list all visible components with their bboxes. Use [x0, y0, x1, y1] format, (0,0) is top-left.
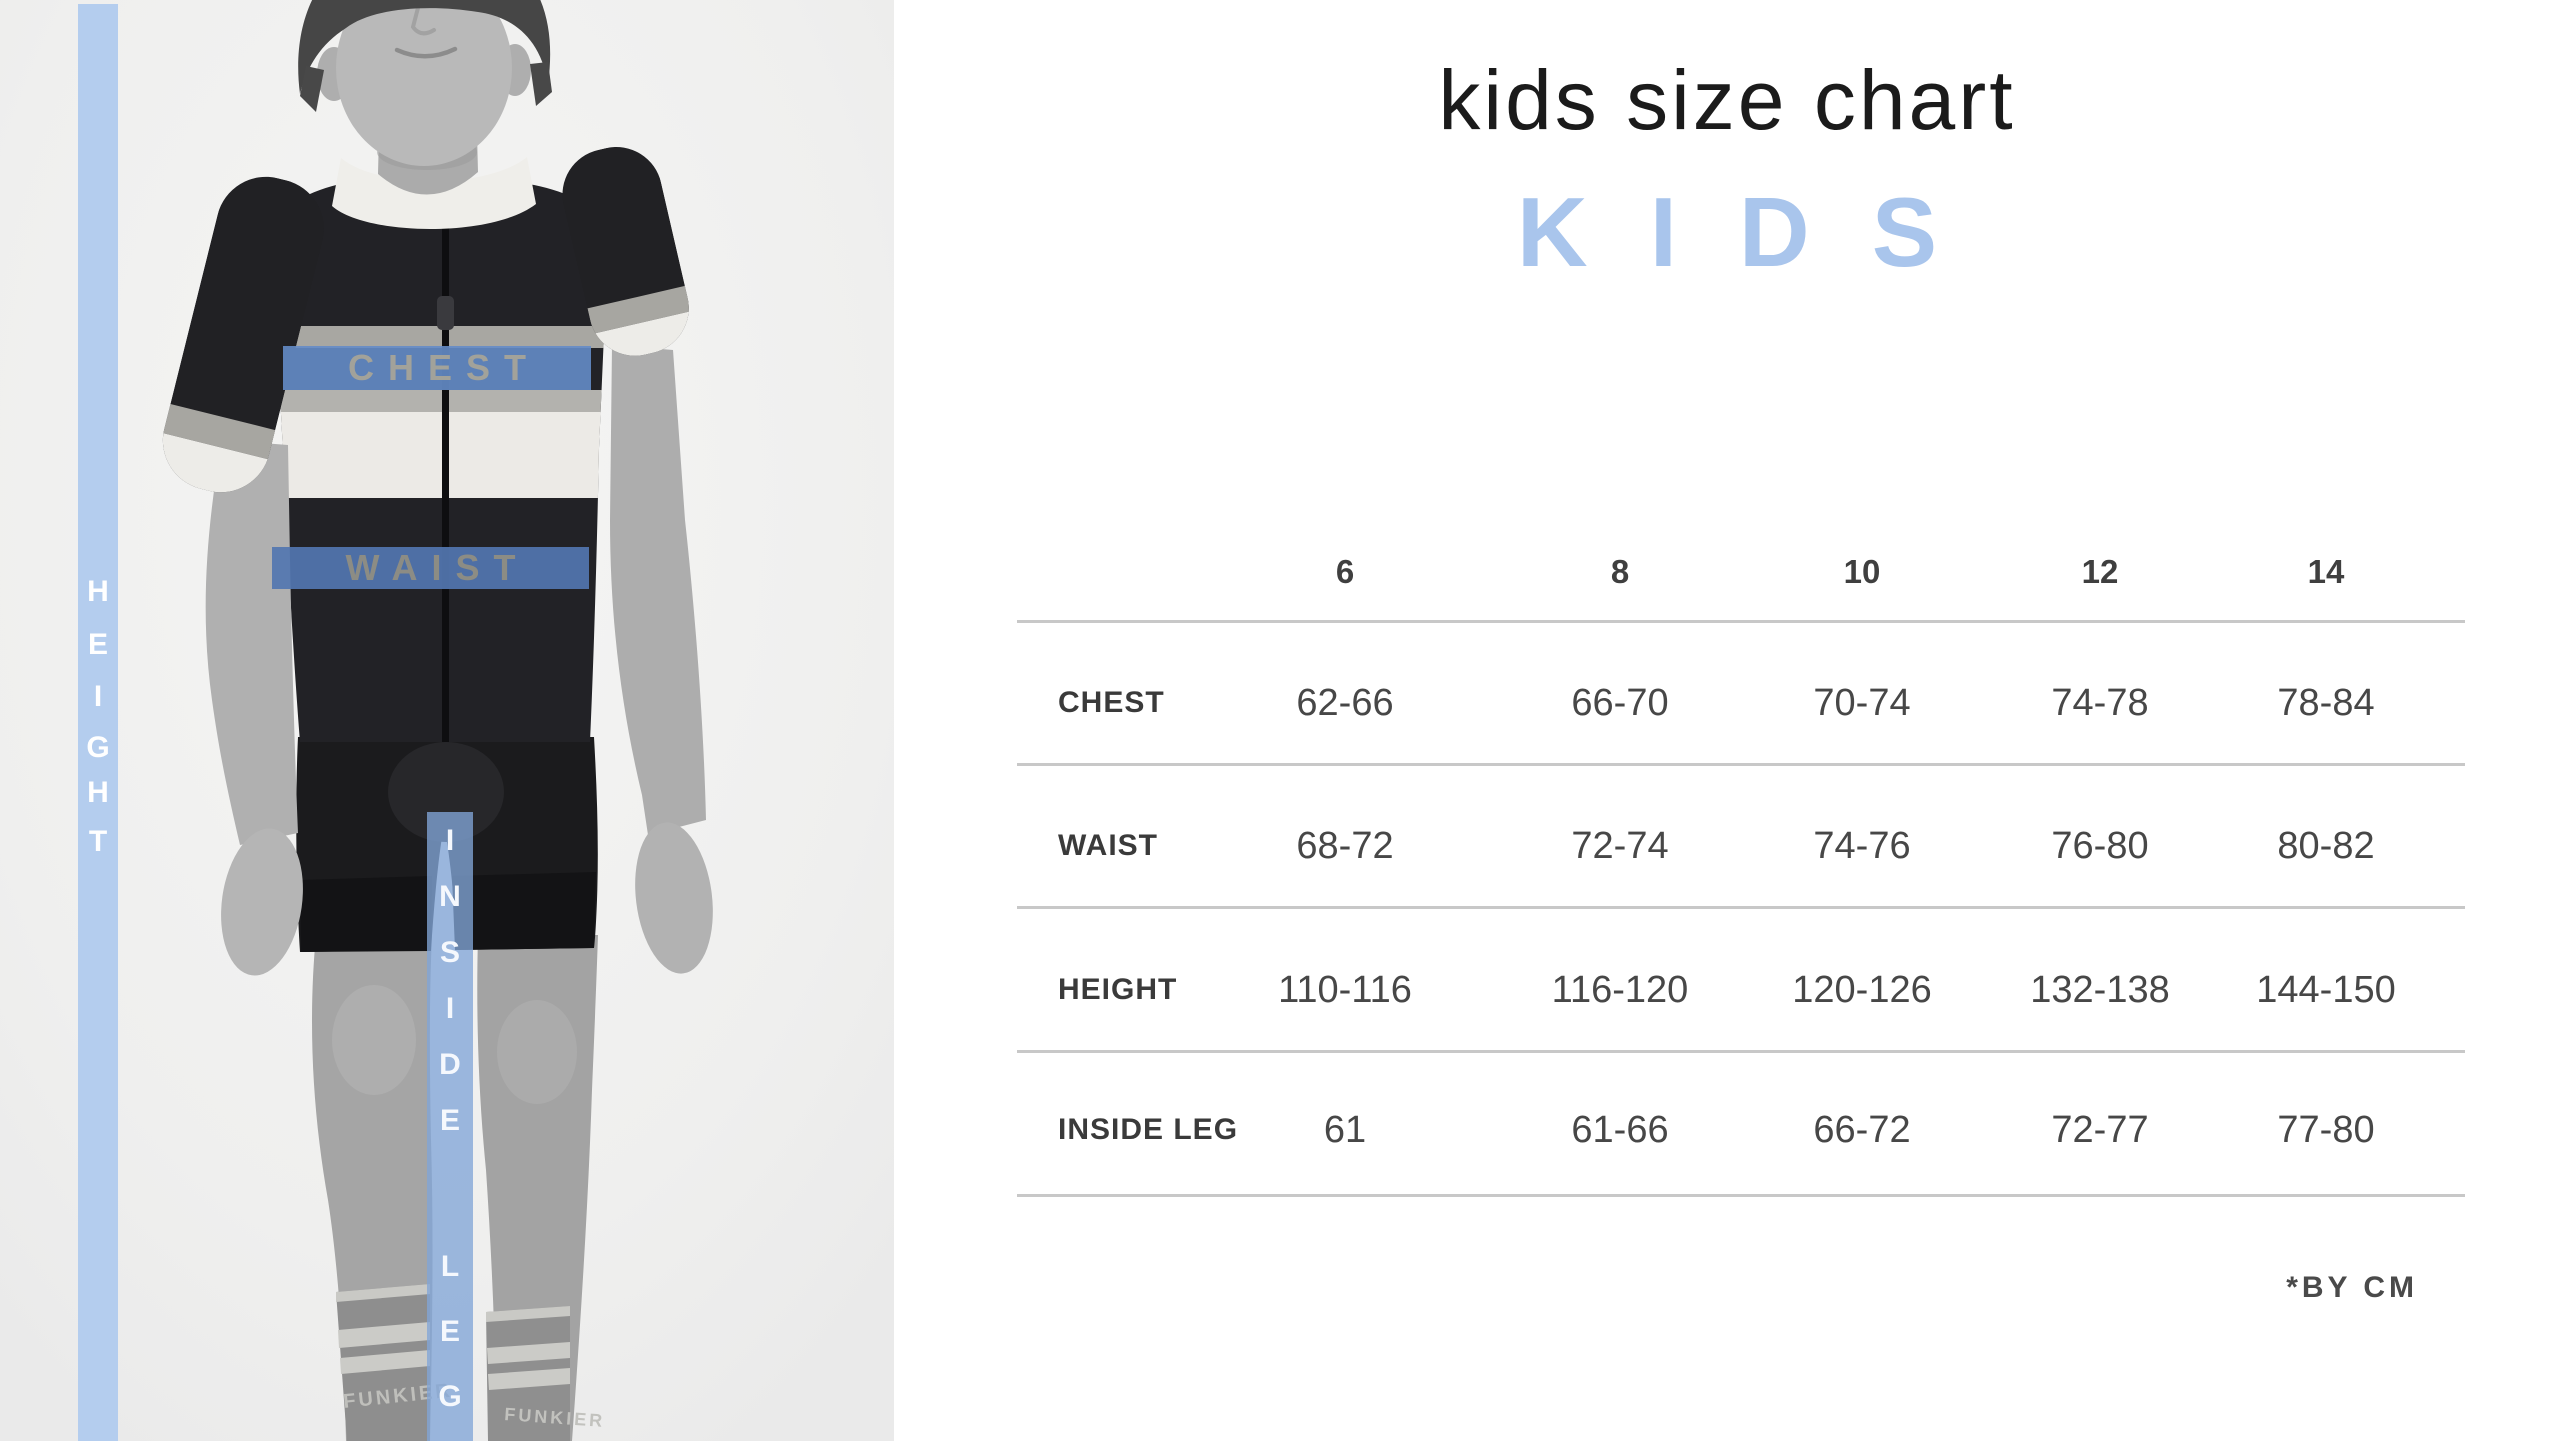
size-value: 77-80	[2277, 1109, 2375, 1151]
inside-leg-letter: I	[445, 992, 455, 1025]
size-column-header: 12	[2081, 553, 2119, 590]
waist-band-label: WAIST	[345, 547, 530, 588]
height-bar-letter: T	[88, 825, 108, 858]
row-label: CHEST	[1058, 686, 1165, 719]
size-value: 144-150	[2256, 969, 2396, 1011]
inside-leg-letter: G	[438, 1380, 462, 1413]
size-column-header: 14	[2307, 553, 2345, 590]
fit-photo-panel: FUNKIER FUNKIER	[0, 0, 894, 1441]
row-label: HEIGHT	[1058, 973, 1178, 1006]
inside-leg-letter: D	[439, 1048, 461, 1081]
inside-leg-letter: S	[439, 936, 460, 969]
socks: FUNKIER FUNKIER	[336, 1284, 606, 1441]
left-sleeve	[152, 166, 335, 503]
height-bar-letter: H	[87, 776, 109, 809]
mouth	[394, 46, 458, 59]
page-title: kids size chart	[1438, 53, 2016, 147]
head	[298, 0, 552, 195]
inside-leg-measure-bar: I N S I D E L E G	[427, 812, 473, 1441]
size-chart-panel: kids size chart KIDS 6 8 10 12 14 CHEST …	[894, 0, 2560, 1441]
zipper-pull	[437, 296, 454, 330]
kid-model-photo: FUNKIER FUNKIER	[0, 0, 894, 1441]
unit-note: *BY CM	[2286, 1271, 2418, 1304]
size-value: 66-72	[1813, 1109, 1911, 1151]
size-value: 68-72	[1296, 825, 1394, 867]
table-divider	[1017, 763, 2465, 766]
size-value: 80-82	[2277, 825, 2375, 867]
size-value: 70-74	[1813, 682, 1911, 724]
arms	[205, 345, 713, 976]
table-divider	[1017, 906, 2465, 909]
face	[336, 0, 512, 166]
height-measure-bar: H E I G H T	[78, 4, 118, 1441]
hair	[298, 0, 551, 94]
size-value: 62-66	[1296, 682, 1394, 724]
height-bar-letter: G	[86, 731, 110, 764]
jersey-stripes	[266, 228, 614, 742]
size-value: 78-84	[2277, 682, 2375, 724]
table-divider	[1017, 620, 2465, 623]
zipper	[442, 228, 449, 742]
height-bar-letter: E	[87, 628, 108, 661]
size-value: 132-138	[2030, 969, 2170, 1011]
height-bar-letter: I	[93, 680, 103, 713]
inside-leg-letter: I	[445, 824, 455, 857]
chest-band-label: CHEST	[347, 347, 540, 388]
height-bar-letter: H	[87, 575, 109, 608]
size-table: 6 8 10 12 14 CHEST 62-66 66-70 70-74 74-…	[894, 0, 2560, 1441]
chest-measure-band: CHEST	[283, 346, 591, 390]
inside-leg-letter: N	[439, 880, 461, 913]
waist-measure-band: WAIST	[272, 547, 589, 589]
table-divider	[1017, 1050, 2465, 1053]
bib-shorts	[296, 737, 598, 952]
size-value: 116-120	[1551, 969, 1689, 1011]
table-divider	[1017, 1194, 2465, 1197]
size-column-header: 6	[1335, 553, 1355, 590]
size-value: 61	[1323, 1109, 1367, 1151]
size-value: 76-80	[2051, 825, 2149, 867]
size-value: 74-78	[2051, 682, 2149, 724]
size-value: 72-74	[1571, 825, 1669, 867]
size-value: 120-126	[1792, 969, 1932, 1011]
inside-leg-letter: E	[439, 1104, 460, 1137]
right-sleeve	[553, 137, 698, 365]
nose	[410, 2, 436, 36]
row-label: WAIST	[1058, 829, 1158, 862]
inside-leg-letter: L	[440, 1250, 460, 1283]
row-label: INSIDE LEG	[1058, 1113, 1239, 1146]
size-value: 110-116	[1278, 969, 1412, 1011]
size-value: 66-70	[1571, 682, 1669, 724]
size-value: 61-66	[1571, 1109, 1669, 1151]
size-value: 72-77	[2051, 1109, 2149, 1151]
inside-leg-letter: E	[439, 1315, 460, 1348]
size-value: 74-76	[1813, 825, 1911, 867]
jersey	[266, 182, 614, 742]
size-column-header: 10	[1843, 553, 1881, 590]
size-column-header: 8	[1610, 553, 1630, 590]
collection-name: KIDS	[1516, 177, 2000, 287]
